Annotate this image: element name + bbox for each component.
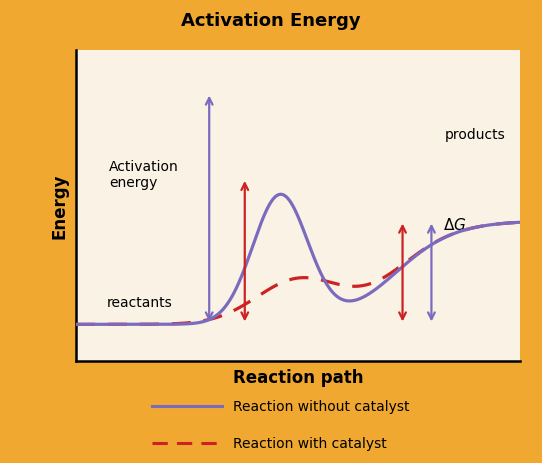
X-axis label: Reaction path: Reaction path xyxy=(233,368,363,386)
Text: Activation Energy: Activation Energy xyxy=(181,12,361,30)
Y-axis label: Energy: Energy xyxy=(51,173,69,239)
Text: reactants: reactants xyxy=(107,295,173,309)
Text: Reaction with catalyst: Reaction with catalyst xyxy=(233,436,387,450)
Text: Reaction without catalyst: Reaction without catalyst xyxy=(233,399,410,413)
Text: products: products xyxy=(445,128,506,142)
Text: $\Delta G$: $\Delta G$ xyxy=(442,217,466,232)
Text: Activation
energy: Activation energy xyxy=(109,160,179,190)
